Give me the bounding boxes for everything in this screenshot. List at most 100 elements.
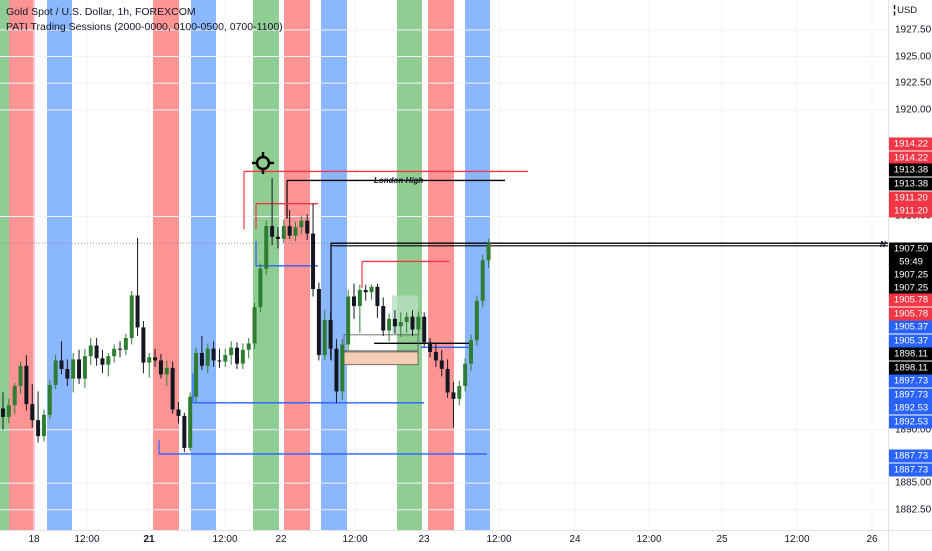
- price-tick-label: 1882.50: [895, 504, 932, 516]
- session-band-london: [465, 0, 490, 530]
- candle-body: [410, 316, 415, 330]
- price-label: 1907.25: [889, 281, 932, 295]
- candle: [398, 312, 403, 337]
- candle: [474, 295, 479, 346]
- london-high-label: London High: [374, 176, 424, 185]
- price-label: 1911.20: [889, 191, 932, 205]
- candle: [158, 354, 163, 379]
- candle: [270, 178, 275, 246]
- candle-body: [357, 290, 362, 307]
- candle-body: [112, 348, 117, 357]
- candle-body: [94, 345, 99, 359]
- candle: [59, 341, 64, 375]
- candle-body: [416, 316, 421, 330]
- price-label: 1905.78: [889, 307, 932, 321]
- candle: [305, 214, 310, 240]
- session-bands: [0, 0, 490, 530]
- time-tick-label: 22: [275, 534, 287, 545]
- candle-body: [36, 420, 41, 437]
- candle-body: [287, 226, 292, 236]
- currency-code: USD: [897, 5, 918, 16]
- candle: [392, 310, 397, 334]
- time-tick-label: 12:00: [342, 534, 368, 545]
- candle-body: [235, 347, 239, 364]
- now-marker-label: N: [880, 240, 886, 249]
- candle-body: [82, 356, 87, 379]
- session-band-london: [47, 0, 72, 530]
- candle: [410, 310, 415, 336]
- candle-body: [100, 358, 105, 365]
- candle: [199, 335, 204, 371]
- price-tick-label: 1920.00: [895, 104, 932, 116]
- candle: [94, 338, 99, 366]
- candle-body: [264, 226, 269, 269]
- session-band-asia: [9, 0, 35, 530]
- chart-canvas[interactable]: Gold Spot / U.S. Dollar, 1h, FOREXCOM PA…: [0, 0, 888, 530]
- symbol-title[interactable]: Gold Spot / U.S. Dollar, 1h, FOREXCOM: [6, 6, 196, 18]
- price-label: 1914.22: [889, 151, 932, 165]
- candle-body: [153, 357, 158, 361]
- candle-body: [170, 367, 175, 410]
- candle-body: [445, 368, 450, 393]
- candle-body: [30, 404, 35, 421]
- candle-body: [135, 295, 140, 328]
- price-tick-label: 1885.00: [895, 477, 932, 489]
- price-label: 1898.11: [889, 347, 932, 361]
- candle-body: [77, 359, 82, 379]
- price-axis[interactable]: ¦USD 1927.501925.001922.501920.001910.00…: [888, 0, 932, 530]
- candle: [24, 355, 29, 411]
- candle-body: [217, 360, 222, 362]
- candle-body: [299, 220, 304, 228]
- price-label: 1905.37: [889, 334, 932, 348]
- candle-body: [457, 386, 462, 399]
- candle-body: [211, 348, 216, 361]
- candle-body: [252, 307, 257, 344]
- session-band-newyork: [397, 0, 422, 530]
- candle-body: [275, 236, 280, 239]
- crosshair-target-icon[interactable]: [252, 152, 274, 174]
- candle-body: [305, 220, 310, 234]
- session-band-asia: [428, 0, 454, 530]
- candle: [41, 409, 46, 442]
- candle-body: [65, 368, 70, 379]
- candle: [346, 290, 351, 351]
- currency-label[interactable]: ¦USD: [893, 4, 917, 16]
- candle: [486, 238, 491, 268]
- candle: [311, 203, 316, 297]
- candle: [182, 412, 187, 453]
- candle-body: [240, 349, 245, 364]
- candle-body: [123, 338, 128, 350]
- candle: [6, 398, 11, 424]
- candle: [100, 349, 105, 374]
- candle-body: [387, 318, 392, 331]
- candle-body: [118, 348, 122, 350]
- time-tick-label: 12:00: [212, 534, 238, 545]
- candle-body: [229, 347, 234, 356]
- candle: [30, 383, 35, 428]
- candles: [1, 178, 491, 453]
- candle: [141, 320, 146, 374]
- time-axis[interactable]: 18 12:00 21 12:00 22 12:00 23 12:00 24 12:00 25 12:…: [0, 530, 888, 551]
- price-label: 1898.11: [889, 361, 932, 375]
- indicator-title[interactable]: PATI Trading Sessions (2000-0000, 0100-0…: [6, 21, 283, 33]
- price-chart[interactable]: [0, 0, 888, 530]
- session-band-asia: [284, 0, 310, 530]
- candle-body: [1, 408, 5, 417]
- candle: [106, 352, 111, 377]
- candle-body: [352, 296, 356, 307]
- price-label: 1887.73: [889, 449, 932, 463]
- candle-body: [363, 290, 368, 293]
- session-band-asia: [153, 0, 179, 530]
- candle: [381, 297, 386, 336]
- time-tick-label: 23: [418, 534, 430, 545]
- price-label: 1913.38: [889, 163, 932, 177]
- candle: [112, 344, 117, 363]
- candle: [194, 347, 199, 404]
- candle-body: [47, 384, 52, 415]
- candle-body: [188, 396, 193, 448]
- candle: [164, 360, 169, 387]
- candle: [369, 284, 374, 300]
- candle-body: [392, 318, 397, 327]
- candle-body: [106, 356, 111, 365]
- candle: [445, 359, 450, 398]
